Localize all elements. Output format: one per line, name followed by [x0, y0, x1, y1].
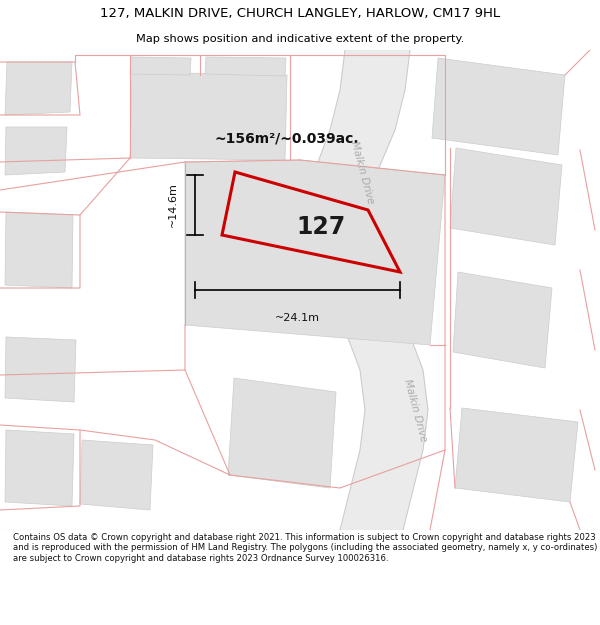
- Text: 127, MALKIN DRIVE, CHURCH LANGLEY, HARLOW, CM17 9HL: 127, MALKIN DRIVE, CHURCH LANGLEY, HARLO…: [100, 8, 500, 21]
- Polygon shape: [455, 408, 578, 502]
- Polygon shape: [5, 430, 74, 506]
- Text: Contains OS data © Crown copyright and database right 2021. This information is : Contains OS data © Crown copyright and d…: [13, 533, 598, 562]
- Text: ~14.6m: ~14.6m: [168, 182, 178, 228]
- Polygon shape: [450, 148, 562, 245]
- Polygon shape: [5, 62, 72, 115]
- Text: Map shows position and indicative extent of the property.: Map shows position and indicative extent…: [136, 34, 464, 44]
- Text: Malkin Drive: Malkin Drive: [349, 139, 375, 204]
- Polygon shape: [205, 57, 286, 76]
- Polygon shape: [130, 72, 287, 160]
- Text: Malkin Drive: Malkin Drive: [402, 378, 428, 442]
- Polygon shape: [185, 160, 445, 345]
- Polygon shape: [453, 272, 552, 368]
- Polygon shape: [5, 212, 73, 288]
- Polygon shape: [228, 378, 336, 488]
- Polygon shape: [305, 50, 428, 530]
- Text: ~156m²/~0.039ac.: ~156m²/~0.039ac.: [215, 131, 359, 145]
- Text: 127: 127: [296, 215, 346, 239]
- Text: ~24.1m: ~24.1m: [275, 313, 320, 323]
- Polygon shape: [80, 440, 153, 510]
- Polygon shape: [432, 58, 565, 155]
- Polygon shape: [5, 127, 67, 175]
- Polygon shape: [5, 337, 76, 402]
- Polygon shape: [130, 57, 191, 75]
